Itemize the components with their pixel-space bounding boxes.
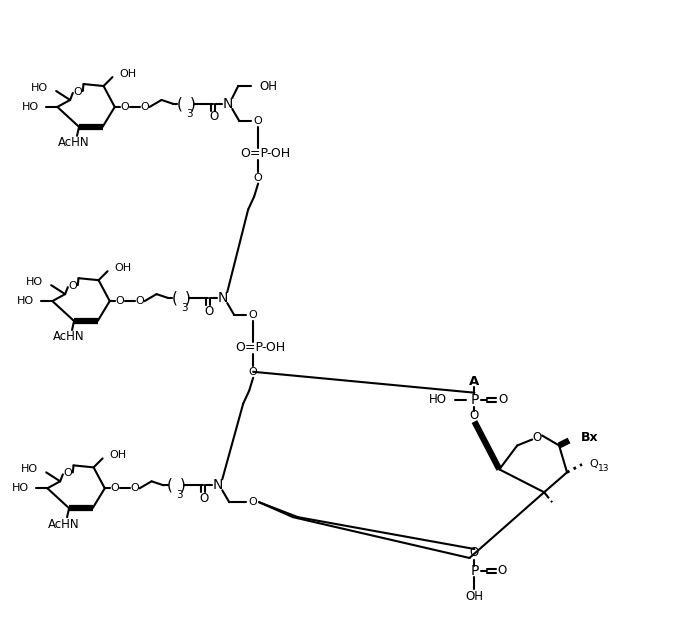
Text: O: O	[63, 468, 72, 478]
Text: AcHN: AcHN	[59, 137, 90, 149]
Text: O: O	[120, 102, 129, 112]
Text: (: (	[176, 97, 182, 111]
Text: O: O	[470, 547, 479, 560]
Text: ): )	[180, 478, 185, 493]
Text: HO: HO	[26, 277, 43, 287]
Text: O: O	[205, 305, 214, 317]
Text: O: O	[110, 483, 119, 493]
Text: HO: HO	[22, 102, 40, 112]
Text: 13: 13	[598, 464, 610, 473]
Text: O: O	[73, 87, 82, 97]
Text: HO: HO	[17, 296, 34, 306]
Text: (: (	[172, 290, 178, 306]
Text: OH: OH	[120, 69, 137, 79]
Text: P: P	[470, 564, 479, 578]
Text: O: O	[140, 102, 149, 112]
Text: N: N	[218, 291, 228, 305]
Text: N: N	[223, 97, 234, 111]
Text: O: O	[498, 564, 507, 578]
Text: O: O	[249, 367, 258, 377]
Text: AcHN: AcHN	[53, 330, 85, 343]
Text: O: O	[499, 393, 508, 406]
Text: O: O	[210, 110, 219, 124]
Text: OH: OH	[259, 79, 277, 93]
Text: O: O	[115, 296, 124, 306]
Text: AcHN: AcHN	[48, 518, 80, 531]
Text: HO: HO	[31, 83, 48, 93]
Text: 3: 3	[181, 303, 188, 313]
Text: ): )	[190, 97, 195, 111]
Text: O: O	[200, 492, 209, 505]
Text: Bx: Bx	[581, 431, 598, 444]
Text: O: O	[131, 483, 139, 493]
Text: OH: OH	[466, 591, 483, 603]
Text: HO: HO	[21, 464, 38, 475]
Text: O=P: O=P	[240, 147, 269, 160]
Text: O: O	[254, 173, 262, 183]
Text: HO: HO	[429, 393, 447, 406]
Text: OH: OH	[114, 263, 132, 273]
Text: O: O	[69, 281, 77, 291]
Text: O: O	[249, 310, 258, 320]
Text: P: P	[470, 393, 479, 406]
Text: OH: OH	[110, 450, 127, 460]
Text: 3: 3	[176, 490, 183, 500]
Text: O: O	[532, 431, 542, 444]
Text: HO: HO	[12, 483, 30, 493]
Text: ): )	[184, 290, 190, 306]
Text: O: O	[249, 497, 258, 507]
Text: O: O	[470, 409, 479, 422]
Text: 3: 3	[186, 109, 192, 119]
Text: O=P: O=P	[236, 341, 263, 354]
Text: -OH: -OH	[266, 147, 290, 160]
Text: Q: Q	[589, 459, 598, 469]
Text: N: N	[213, 478, 223, 492]
Text: A: A	[469, 375, 480, 388]
Text: (: (	[166, 478, 172, 493]
Text: O: O	[254, 116, 262, 126]
Text: -OH: -OH	[261, 341, 285, 354]
Text: O: O	[135, 296, 144, 306]
